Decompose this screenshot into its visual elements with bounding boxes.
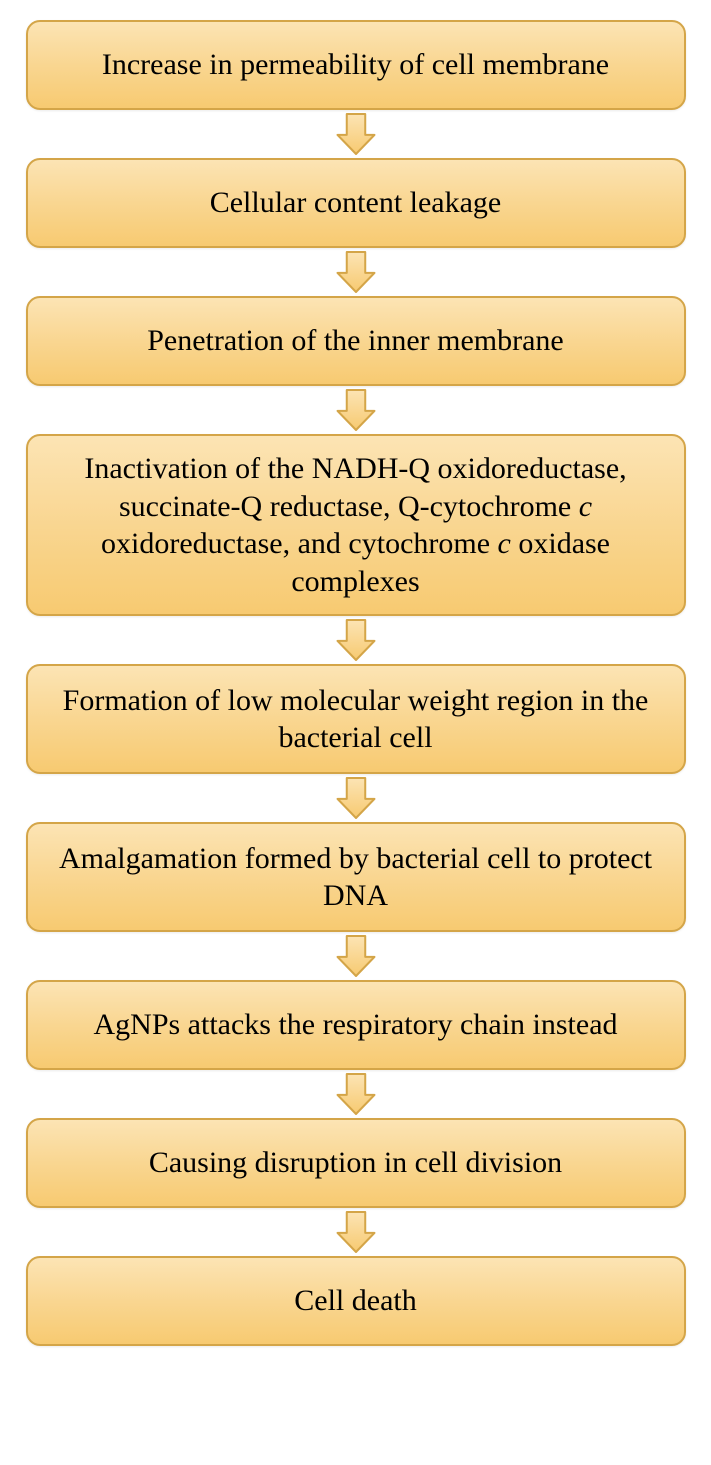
flow-node-n9: Cell death xyxy=(26,1256,686,1346)
flow-arrow xyxy=(334,616,378,664)
flow-node-label: AgNPs attacks the respiratory chain inst… xyxy=(93,1006,617,1044)
flow-node-n1: Increase in permeability of cell membran… xyxy=(26,20,686,110)
flow-arrow xyxy=(334,932,378,980)
flow-node-n8: Causing disruption in cell division xyxy=(26,1118,686,1208)
flow-arrow xyxy=(334,1208,378,1256)
flow-node-n6: Amalgamation formed by bacterial cell to… xyxy=(26,822,686,932)
flow-arrow xyxy=(334,774,378,822)
flow-arrow xyxy=(334,248,378,296)
flow-node-label: Increase in permeability of cell membran… xyxy=(102,46,609,84)
flow-node-label: Causing disruption in cell division xyxy=(149,1144,562,1182)
flow-node-label: Formation of low molecular weight region… xyxy=(50,682,662,757)
flow-node-label: Inactivation of the NADH-Q oxidoreductas… xyxy=(50,450,662,600)
flow-node-label: Cell death xyxy=(294,1282,416,1320)
flowchart-container: Increase in permeability of cell membran… xyxy=(26,20,686,1346)
flow-node-n4: Inactivation of the NADH-Q oxidoreductas… xyxy=(26,434,686,616)
flow-arrow xyxy=(334,110,378,158)
flow-node-n3: Penetration of the inner membrane xyxy=(26,296,686,386)
flow-node-n5: Formation of low molecular weight region… xyxy=(26,664,686,774)
flow-node-label: Cellular content leakage xyxy=(210,184,502,222)
flow-node-n2: Cellular content leakage xyxy=(26,158,686,248)
flow-arrow xyxy=(334,386,378,434)
flow-node-label: Penetration of the inner membrane xyxy=(147,322,564,360)
flow-arrow xyxy=(334,1070,378,1118)
flow-node-label: Amalgamation formed by bacterial cell to… xyxy=(50,840,662,915)
flow-node-n7: AgNPs attacks the respiratory chain inst… xyxy=(26,980,686,1070)
